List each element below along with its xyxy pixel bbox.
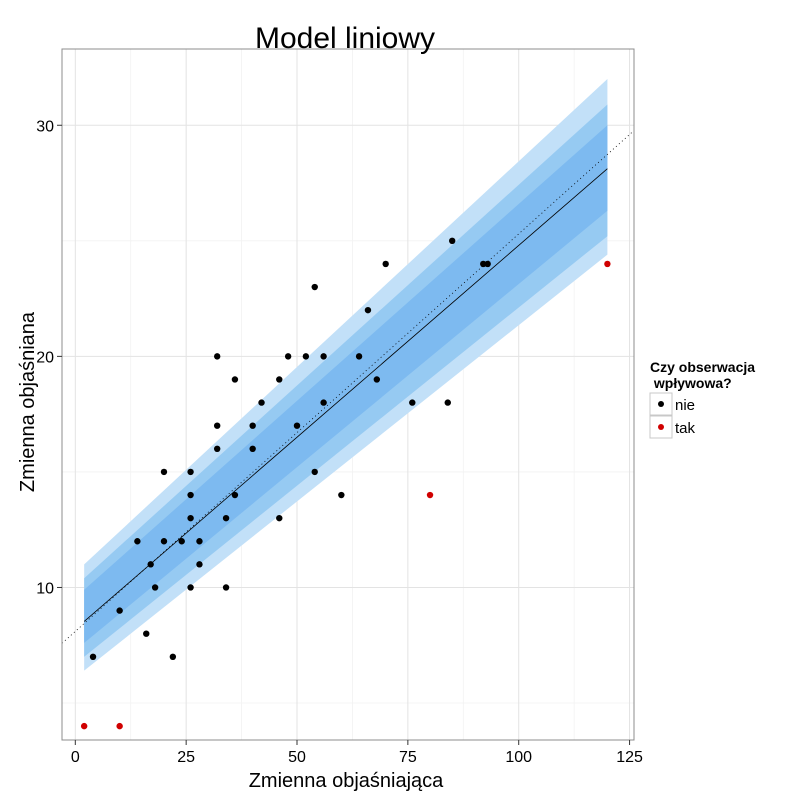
y-tick-label: 30 [36, 118, 54, 135]
point-nie [222, 514, 230, 522]
point-nie [116, 607, 123, 614]
point-nie [147, 561, 154, 568]
legend-label-tak: tak [675, 420, 696, 437]
x-tick-label: 25 [177, 749, 195, 766]
point-nie [222, 584, 230, 591]
y-axis: 10 20 30 [36, 118, 62, 597]
y-axis-title: Zmienna objaśniana [17, 311, 39, 492]
legend: Czy obserwacja wpływowa? nie tak [649, 359, 755, 439]
x-tick-label: 125 [616, 749, 643, 766]
point-nie [213, 353, 221, 360]
point-nie [364, 306, 372, 314]
point-nie [231, 491, 239, 499]
legend-title-line1: Czy obserwacja [650, 359, 755, 375]
legend-label-nie: nie [675, 397, 695, 414]
point-nie [311, 283, 318, 291]
regression-line [83, 168, 608, 622]
point-nie [293, 422, 301, 429]
point-nie [213, 445, 221, 453]
x-tick-label: 0 [71, 749, 80, 766]
point-nie [231, 376, 239, 383]
point-nie [382, 260, 389, 268]
point-nie [444, 399, 451, 406]
point-nie [213, 422, 221, 429]
point-nie [284, 353, 292, 360]
chart-title: Model liniowy [255, 22, 435, 55]
legend-entries: nie tak [649, 392, 696, 439]
x-tick-label: 75 [399, 749, 417, 766]
point-nie [302, 353, 310, 360]
point-nie [311, 468, 318, 476]
point-nie [143, 630, 150, 637]
point-nie [320, 353, 327, 360]
point-nie [480, 260, 487, 268]
x-axis: 0 25 50 75 100 125 [71, 740, 643, 766]
point-nie [89, 653, 97, 661]
point-nie [484, 260, 491, 268]
point-nie [409, 399, 416, 406]
legend-title-line2: wpływowa? [650, 375, 732, 391]
point-nie [258, 399, 265, 406]
point-nie [134, 538, 141, 545]
point-nie [276, 514, 283, 522]
x-tick-label: 50 [288, 749, 306, 766]
point-nie [160, 538, 168, 545]
point-nie [338, 491, 345, 499]
point-nie [160, 468, 168, 476]
y-tick-label: 10 [36, 580, 54, 597]
point-nie [178, 538, 185, 545]
y-tick-label: 20 [36, 349, 54, 366]
plot-panel [61, 48, 635, 741]
point-nie [276, 376, 283, 383]
x-axis-title: Zmienna objaśniająca [249, 770, 444, 792]
point-nie [355, 353, 363, 360]
legend-marker-nie [658, 401, 664, 407]
confidence-bands [84, 79, 608, 671]
point-tak [604, 260, 611, 268]
point-tak [80, 722, 88, 730]
point-nie [187, 491, 194, 499]
point-tak [116, 722, 123, 730]
point-nie [151, 584, 159, 591]
band-inner [84, 125, 608, 643]
point-nie [169, 653, 177, 661]
point-nie [249, 422, 256, 429]
point-nie [187, 584, 194, 591]
point-nie [449, 237, 456, 245]
point-tak [426, 491, 434, 499]
point-nie [249, 445, 256, 453]
point-nie [196, 561, 203, 568]
point-nie [196, 538, 203, 545]
legend-marker-tak [658, 424, 664, 430]
point-nie [187, 468, 194, 476]
point-nie [373, 376, 381, 383]
point-nie [187, 514, 194, 522]
data-points [80, 237, 611, 730]
fit-line [83, 168, 608, 622]
x-tick-label: 100 [505, 749, 532, 766]
panel-border [61, 48, 635, 741]
point-nie [320, 399, 327, 406]
